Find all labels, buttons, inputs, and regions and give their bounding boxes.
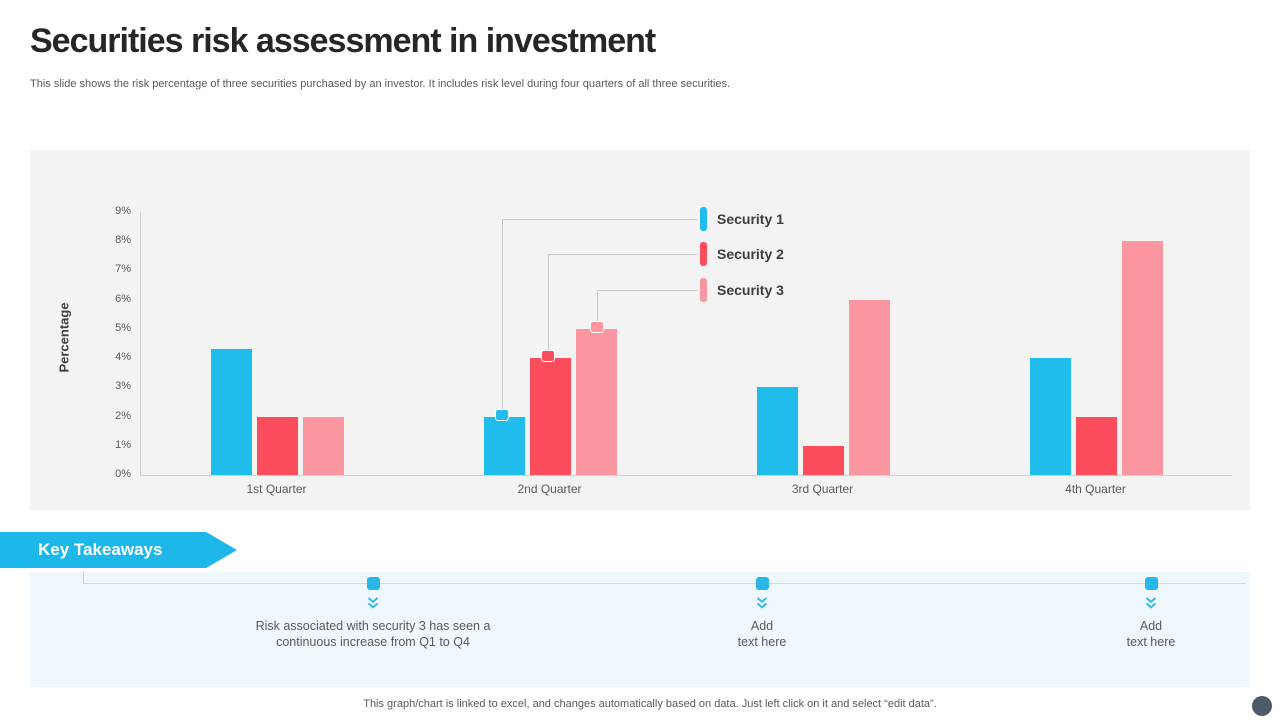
takeaway-item-1[interactable]: Risk associated with security 3 has seen… [233, 577, 513, 650]
bar-security-2-2nd-quarter[interactable] [530, 358, 571, 475]
timeline-marker-icon [1144, 577, 1158, 590]
bar-security-2-3rd-quarter[interactable] [803, 446, 844, 475]
legend-label-security3: Security 3 [717, 282, 784, 298]
bar-security-3-2nd-quarter[interactable] [576, 329, 617, 475]
bar-group-3rd-quarter [687, 212, 960, 475]
takeaway-text: Add text here [737, 619, 787, 649]
legend-item-security2[interactable]: Security 2 [700, 242, 784, 266]
y-tick-2%: 2% [115, 409, 131, 422]
bar-security-1-2nd-quarter[interactable] [484, 417, 525, 475]
callout-line-security2-horizontal [548, 254, 697, 255]
x-axis-labels: 1st Quarter 2nd Quarter 3rd Quarter 4th … [140, 482, 1232, 496]
takeaway-item-2[interactable]: Add text here [717, 577, 807, 650]
timeline-marker-icon [755, 577, 769, 590]
timeline-marker-icon [366, 577, 380, 590]
bar-top-marker-security3 [590, 321, 604, 333]
bar-security-3-3rd-quarter[interactable] [849, 300, 890, 475]
legend-item-security3[interactable]: Security 3 [700, 278, 784, 302]
double-chevron-down-icon [366, 597, 380, 610]
double-chevron-down-icon [1144, 597, 1158, 610]
callout-line-security1-horizontal [502, 219, 697, 220]
page-corner-dot[interactable] [1252, 696, 1272, 716]
bar-security-3-1st-quarter[interactable] [303, 417, 344, 475]
callout-line-security3-vertical [597, 290, 598, 327]
y-tick-6%: 6% [115, 292, 131, 305]
y-axis-ticks: 0% 1% 2% 3% 4% 5% 6% 7% 8% 9% [30, 150, 131, 510]
legend-item-security1[interactable]: Security 1 [700, 207, 784, 231]
bar-security-1-3rd-quarter[interactable] [757, 387, 798, 475]
key-takeaways-banner: Key Takeaways [0, 532, 237, 568]
x-label-q2: 2nd Quarter [517, 482, 582, 496]
takeaways-section: Risk associated with security 3 has seen… [30, 571, 1250, 687]
callout-line-security3-horizontal [597, 290, 697, 291]
x-label-q1: 1st Quarter [246, 482, 307, 496]
bar-security-2-4th-quarter[interactable] [1076, 417, 1117, 475]
y-tick-5%: 5% [115, 321, 131, 334]
timeline-line [83, 583, 1246, 584]
y-tick-7%: 7% [115, 263, 131, 276]
takeaway-text: Risk associated with security 3 has seen… [255, 619, 491, 649]
legend-swatch-security3-icon [700, 278, 707, 302]
bar-group-2nd-quarter [414, 212, 687, 475]
double-chevron-down-icon [755, 597, 769, 610]
y-tick-4%: 4% [115, 351, 131, 364]
page-subtitle: This slide shows the risk percentage of … [30, 78, 731, 90]
footer-note: This graph/chart is linked to excel, and… [363, 698, 937, 710]
legend-label-security1: Security 1 [717, 211, 784, 227]
key-takeaways-label: Key Takeaways [38, 540, 163, 559]
callout-line-security1-vertical [502, 219, 503, 415]
y-tick-8%: 8% [115, 234, 131, 247]
bar-security-1-4th-quarter[interactable] [1030, 358, 1071, 475]
legend-swatch-security2-icon [700, 242, 707, 266]
callout-line-security2-vertical [548, 254, 549, 356]
x-axis-line [140, 475, 1232, 476]
legend-label-security2: Security 2 [717, 246, 784, 262]
y-tick-9%: 9% [115, 205, 131, 217]
takeaway-text: Add text here [1126, 619, 1176, 649]
y-tick-0%: 0% [115, 468, 131, 480]
takeaway-item-3[interactable]: Add text here [1106, 577, 1196, 650]
bar-group-1st-quarter [141, 212, 414, 475]
bar-security-1-1st-quarter[interactable] [211, 349, 252, 475]
y-tick-1%: 1% [115, 438, 131, 451]
bar-group-4th-quarter [960, 212, 1233, 475]
y-tick-3%: 3% [115, 380, 131, 393]
legend-swatch-security1-icon [700, 207, 707, 231]
bar-top-marker-security2 [541, 350, 555, 362]
plot-area [141, 212, 1233, 475]
bar-security-3-4th-quarter[interactable] [1122, 241, 1163, 475]
timeline-left-tick [83, 571, 84, 584]
y-axis-line [140, 212, 141, 476]
x-label-q3: 3rd Quarter [791, 482, 854, 496]
x-label-q4: 4th Quarter [1065, 482, 1126, 496]
page-title: Securities risk assessment in investment [30, 22, 656, 60]
chart-panel[interactable]: Percentage 0% 1% 2% 3% 4% 5% 6% 7% 8% 9% 1st Quar… [30, 150, 1250, 510]
bar-security-2-1st-quarter[interactable] [257, 417, 298, 475]
bar-top-marker-security1 [495, 409, 509, 421]
